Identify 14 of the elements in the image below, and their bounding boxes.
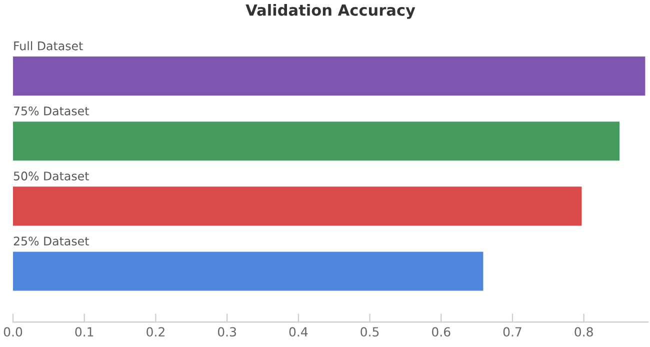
x-tick-label: 0.7 — [503, 327, 522, 337]
x-tick-label: 0.8 — [574, 327, 593, 337]
x-tick-label: 0.1 — [75, 327, 94, 337]
x-tick-label: 0.3 — [218, 327, 236, 337]
x-tick-label: 0.6 — [432, 327, 450, 337]
y-tick-label: 50% Dataset — [14, 172, 89, 180]
x-tick-label: 0.4 — [289, 327, 308, 337]
y-tick-label: 25% Dataset — [14, 236, 89, 246]
x-tick-label: 0.0 — [4, 327, 22, 337]
chart-title: Validation Accuracy — [246, 4, 416, 19]
x-tick-label: 0.5 — [360, 327, 379, 337]
y-tick-label: Full Dataset — [14, 41, 83, 50]
x-tick-label: 0.2 — [146, 327, 164, 337]
y-tick-label: 75% Dataset — [14, 106, 89, 116]
